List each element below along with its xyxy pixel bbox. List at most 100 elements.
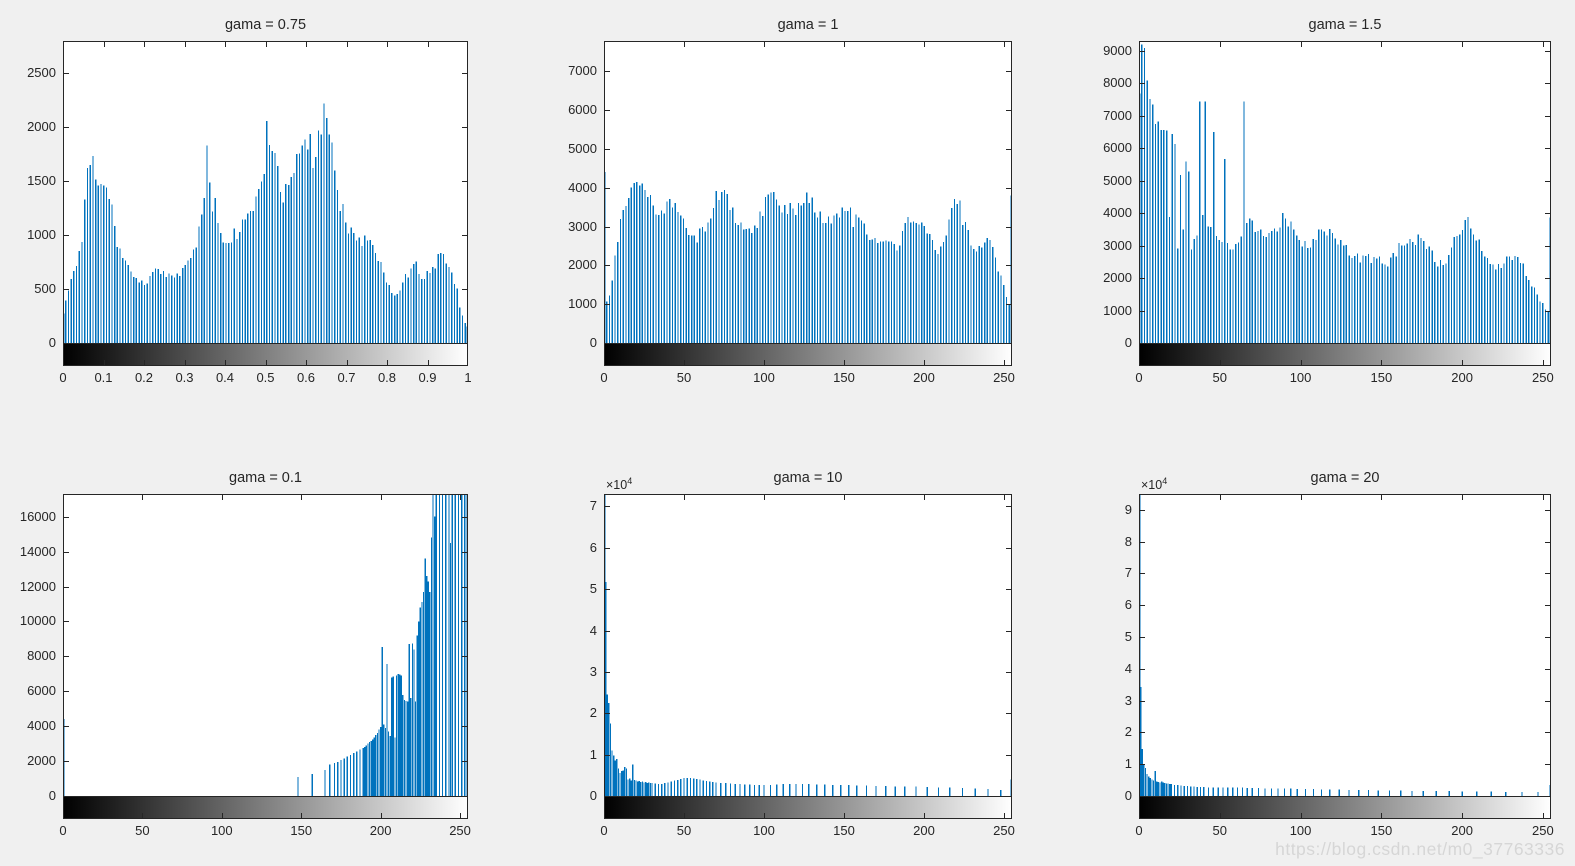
x-tick-label: 200	[1451, 823, 1473, 838]
y-tick-label: 9000	[1103, 43, 1132, 59]
grayscale-colorbar	[604, 343, 1012, 366]
plot-area	[1139, 494, 1551, 819]
y-tick-label: 1000	[568, 296, 597, 312]
x-tick-label: 0.3	[175, 370, 194, 385]
y-tick-label: 2000	[568, 257, 597, 273]
exponent-power: 4	[1162, 476, 1168, 486]
y-tick-label: 2000	[27, 119, 56, 135]
x-tick-label: 0.1	[94, 370, 113, 385]
y-tick-label: 16000	[19, 508, 56, 524]
histogram-bars	[1139, 44, 1551, 344]
y-tick-label: 4000	[27, 718, 56, 734]
tick-marks	[63, 42, 467, 365]
y-tick-label: 4000	[1103, 205, 1132, 221]
plot-area	[604, 494, 1012, 819]
y-tick-label: 6000	[568, 102, 597, 118]
x-tick-label: 250	[1532, 370, 1554, 385]
grayscale-colorbar	[63, 343, 468, 366]
y-tick-label: 3000	[1103, 237, 1132, 253]
y-tick-label: 0	[589, 335, 597, 350]
y-exponent-label: ×104	[606, 476, 632, 492]
x-tick-label: 1	[464, 370, 472, 385]
x-tick-label: 250	[449, 823, 471, 838]
y-tick-label: 2	[1124, 724, 1132, 740]
y-tick-label: 6000	[1103, 140, 1132, 156]
histogram-bars	[63, 494, 468, 796]
x-tick-label: 100	[753, 370, 775, 385]
exponent-power: 4	[627, 476, 633, 486]
x-tick-label: 0.6	[296, 370, 316, 385]
plot-area	[1139, 41, 1551, 366]
plot-title: gama = 1	[777, 17, 839, 33]
y-tick-label: 1000	[1103, 302, 1132, 318]
grayscale-colorbar	[604, 796, 1012, 819]
x-tick-label: 150	[1370, 370, 1393, 385]
x-tick-label: 200	[913, 370, 935, 385]
y-tick-label: 12000	[19, 578, 56, 594]
y-tick-label: 6	[1124, 597, 1132, 613]
y-tick-label: 2	[589, 705, 597, 721]
y-tick-label: 5	[589, 581, 597, 597]
y-tick-label: 8000	[27, 648, 56, 664]
x-tick-label: 150	[833, 823, 855, 838]
x-tick-label: 50	[676, 823, 692, 838]
x-tick-label: 0.7	[337, 370, 356, 385]
y-tick-label: 5000	[1103, 172, 1132, 188]
x-tick-label: 0.2	[134, 370, 154, 385]
x-tick-label: 100	[210, 823, 233, 838]
y-tick-label: 7	[589, 498, 597, 514]
x-tick-label: 50	[135, 823, 150, 838]
grayscale-colorbar	[1139, 343, 1551, 366]
grayscale-colorbar	[63, 796, 468, 819]
y-tick-label: 7000	[1103, 107, 1132, 123]
y-tick-label: 8000	[1103, 75, 1132, 91]
x-tick-label: 0.5	[256, 370, 275, 385]
y-tick-label: 7000	[568, 63, 597, 79]
x-tick-label: 150	[833, 370, 855, 385]
plot-title: gama = 0.1	[229, 470, 302, 486]
y-tick-label: 2500	[27, 65, 56, 81]
y-tick-label: 5000	[568, 140, 597, 156]
x-tick-label: 100	[753, 823, 775, 838]
y-tick-label: 7	[1124, 565, 1132, 581]
x-tick-label: 100	[1289, 823, 1312, 838]
x-tick-label: 250	[993, 823, 1015, 838]
x-tick-label: 0.9	[418, 370, 437, 385]
watermark: https://blog.csdn.net/m0_37763336	[1275, 839, 1565, 859]
x-tick-label: 50	[1212, 370, 1228, 385]
y-tick-label: 1	[1124, 756, 1132, 772]
y-tick-label: 1000	[27, 227, 56, 243]
y-tick-label: 1500	[27, 173, 56, 189]
x-tick-label: 0	[600, 370, 608, 385]
exponent-base: ×10	[606, 478, 628, 493]
y-tick-label: 3000	[568, 218, 597, 234]
plot-area	[604, 41, 1012, 366]
x-tick-label: 250	[993, 370, 1015, 385]
exponent-base: ×10	[1141, 478, 1163, 493]
y-tick-label: 6000	[27, 683, 56, 699]
y-tick-label: 0	[48, 788, 56, 803]
plot-area	[63, 494, 468, 819]
y-tick-label: 4	[589, 622, 597, 638]
plot-title: gama = 10	[773, 470, 843, 486]
plot-title: gama = 0.75	[224, 17, 307, 33]
x-tick-label: 0.4	[215, 370, 235, 385]
x-tick-label: 200	[1451, 370, 1473, 385]
plot-title: gama = 20	[1310, 470, 1380, 486]
x-tick-label: 0.8	[377, 370, 397, 385]
y-tick-label: 0	[48, 335, 56, 350]
x-tick-label: 250	[1532, 823, 1554, 838]
y-tick-label: 8	[1124, 533, 1132, 549]
x-tick-label: 50	[676, 370, 692, 385]
y-tick-label: 3	[1124, 692, 1132, 708]
y-tick-label: 1	[589, 746, 597, 762]
x-tick-label: 150	[1370, 823, 1393, 838]
x-tick-label: 200	[913, 823, 935, 838]
y-tick-label: 10000	[19, 613, 56, 629]
y-exponent-label: ×104	[1141, 476, 1167, 492]
x-tick-label: 50	[1212, 823, 1228, 838]
x-tick-label: 0	[1135, 823, 1143, 838]
x-tick-label: 0	[600, 823, 608, 838]
y-tick-label: 0	[1124, 788, 1132, 803]
